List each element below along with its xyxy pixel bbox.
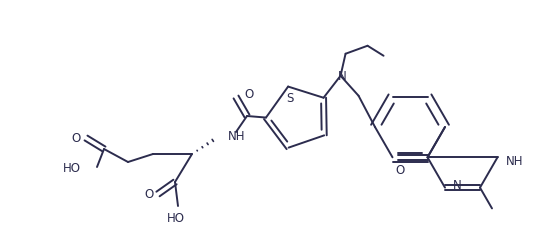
Text: NH: NH — [228, 129, 245, 142]
Text: O: O — [145, 188, 153, 201]
Text: N: N — [453, 178, 462, 191]
Text: HO: HO — [63, 161, 81, 174]
Text: N: N — [338, 70, 347, 83]
Text: O: O — [395, 163, 404, 176]
Text: O: O — [244, 88, 253, 101]
Text: S: S — [287, 92, 294, 105]
Text: NH: NH — [505, 154, 523, 167]
Text: O: O — [72, 132, 81, 145]
Text: HO: HO — [167, 212, 185, 224]
